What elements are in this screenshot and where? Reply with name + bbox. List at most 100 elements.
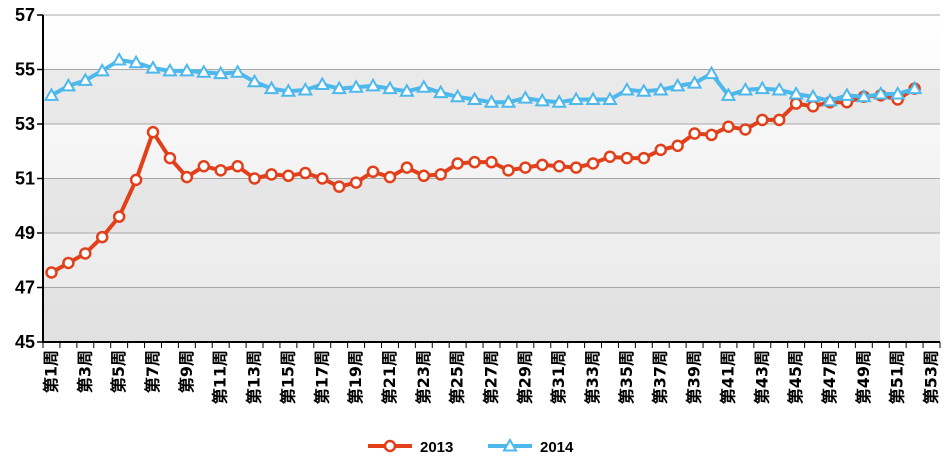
data-point-2013	[282, 169, 295, 183]
data-point-2013	[163, 151, 177, 165]
x-tick-label: 第49周	[854, 350, 873, 404]
data-point-2013	[671, 139, 684, 153]
x-tick-label: 第29周	[515, 350, 534, 404]
data-point-2013	[552, 159, 566, 173]
data-point-2014	[534, 92, 550, 107]
data-point-2014	[889, 86, 906, 100]
data-point-2014	[449, 88, 466, 103]
data-point-2013	[316, 172, 329, 185]
data-point-2013	[417, 169, 431, 183]
data-point-2014	[43, 87, 60, 101]
y-tick-label: 53	[15, 114, 35, 134]
data-point-2013	[299, 166, 312, 180]
data-point-2014	[94, 62, 110, 77]
data-point-2013	[180, 170, 194, 184]
data-point-2014	[669, 77, 686, 92]
x-tick-label: 第23周	[414, 350, 433, 404]
data-point-2014	[433, 84, 449, 99]
x-tick-label: 第9周	[177, 350, 196, 393]
data-point-2013	[654, 143, 667, 157]
data-point-2014	[229, 64, 246, 78]
data-point-2013	[569, 161, 583, 174]
data-point-2014	[297, 81, 314, 96]
data-point-2013	[536, 158, 549, 172]
x-tick-label: 第45周	[786, 350, 805, 404]
data-point-2014	[754, 80, 771, 95]
data-point-2013	[705, 128, 718, 142]
x-tick-label: 第13周	[245, 350, 264, 404]
data-point-2013	[366, 165, 380, 178]
data-point-2014	[263, 80, 280, 95]
data-point-2014	[856, 88, 872, 103]
data-point-2013	[129, 173, 143, 187]
data-point-2013	[231, 159, 244, 173]
y-tick-label: 51	[15, 169, 35, 189]
data-point-2014	[551, 94, 567, 108]
data-point-2013	[265, 168, 278, 181]
data-point-2014	[212, 65, 229, 80]
data-point-2014	[128, 54, 144, 69]
data-point-2013	[383, 170, 397, 184]
data-point-2013	[772, 113, 786, 127]
x-tick-label: 第11周	[211, 350, 230, 404]
data-point-2013	[62, 256, 75, 270]
grid-bands	[43, 69, 940, 342]
legend-label-2013: 2013	[420, 439, 453, 456]
data-point-2013	[688, 127, 701, 140]
data-point-2014	[720, 87, 737, 101]
legend-label-2014: 2014	[540, 439, 574, 456]
x-axis-ticks: 第1周 第3周 第5周 第7周 第9周 第11周 第13周 第15周 第17周 第19周 第21周第…	[41, 342, 941, 404]
x-tick-label: 第41周	[718, 350, 737, 404]
data-point-2014	[196, 64, 212, 78]
data-point-2014	[399, 83, 415, 97]
x-tick-label: 第31周	[549, 350, 568, 404]
data-point-2013	[586, 157, 600, 170]
data-point-2014	[686, 75, 703, 89]
x-tick-label: 第53周	[922, 350, 941, 404]
data-point-2014	[703, 65, 720, 80]
data-point-2014	[331, 80, 347, 95]
data-point-2013	[45, 266, 58, 279]
data-point-2014	[653, 81, 669, 96]
data-point-2014	[60, 77, 77, 92]
data-point-2013	[637, 151, 651, 165]
data-point-2013	[519, 161, 532, 174]
legend-marker-2014	[502, 437, 518, 452]
data-point-2013	[722, 120, 735, 133]
data-point-2014	[788, 86, 804, 100]
data-point-2014	[466, 91, 483, 105]
y-tick-label: 55	[15, 60, 35, 80]
data-point-2014	[585, 91, 601, 105]
data-point-2014	[517, 90, 534, 104]
y-tick-label: 49	[15, 223, 35, 243]
x-tick-label: 第47周	[820, 350, 839, 404]
data-point-2014	[246, 73, 263, 88]
x-tick-label: 第21周	[380, 350, 399, 404]
data-point-2014	[822, 92, 838, 107]
x-tick-label: 第51周	[888, 350, 907, 404]
data-point-2014	[77, 72, 94, 86]
data-point-2013	[197, 159, 211, 173]
x-tick-label: 第19周	[346, 350, 365, 404]
data-point-2013	[502, 164, 515, 177]
data-point-2013	[400, 161, 414, 174]
data-point-2013	[603, 150, 617, 163]
x-tick-label: 第1周	[41, 350, 60, 393]
data-point-2014	[111, 51, 127, 66]
data-point-2014	[145, 60, 161, 74]
data-point-2014	[619, 81, 635, 96]
data-point-2013	[349, 176, 363, 189]
x-tick-label: 第43周	[752, 350, 771, 404]
data-point-2014	[416, 79, 432, 93]
series-line-2013	[50, 86, 916, 275]
x-tick-label: 第39周	[685, 350, 704, 404]
legend-marker-2013	[383, 439, 397, 453]
y-tick-label: 45	[15, 332, 35, 352]
data-point-2013	[756, 113, 769, 127]
data-point-2013	[214, 164, 227, 177]
data-point-2014	[839, 87, 855, 101]
data-point-2013	[620, 151, 634, 165]
data-point-2014	[873, 86, 889, 100]
grid-band	[43, 178, 940, 233]
